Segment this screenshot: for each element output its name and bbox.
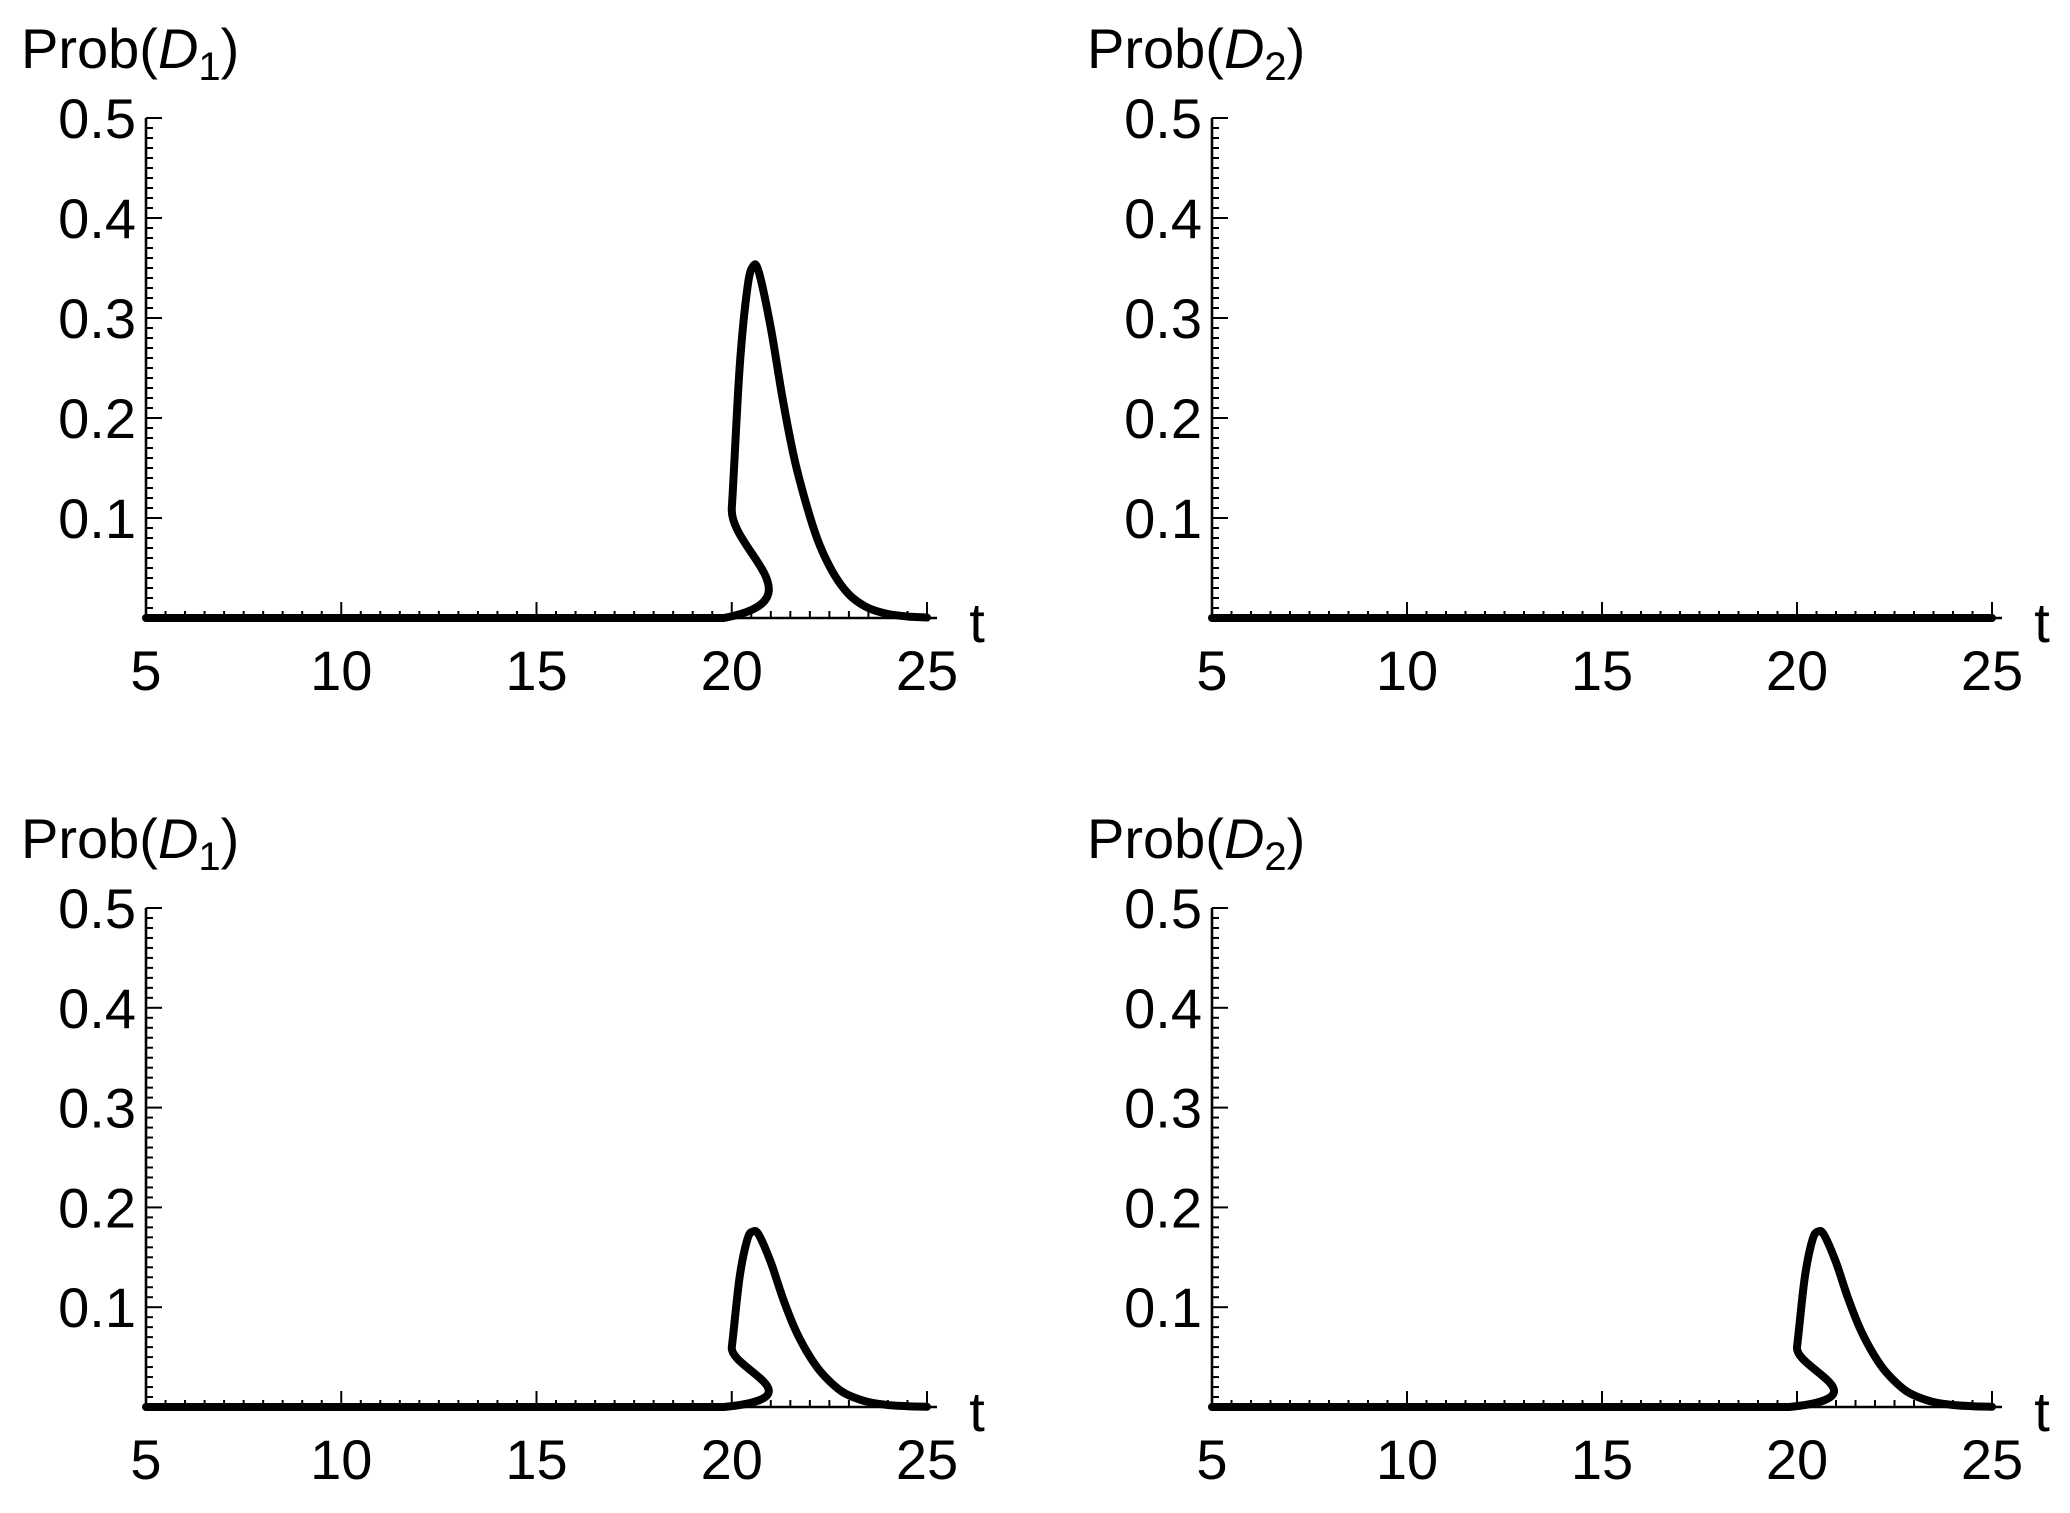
y-axis-label: Prob(D2) xyxy=(1087,807,1305,879)
x-tick-label: 25 xyxy=(896,639,958,702)
x-tick-label: 25 xyxy=(1961,1428,2023,1491)
x-tick-label: 10 xyxy=(1376,1428,1438,1491)
y-axis-label: Prob(D1) xyxy=(21,17,239,89)
series-line-1 xyxy=(142,1226,931,1412)
x-tick-label: 25 xyxy=(896,1428,958,1491)
x-tick-label: 10 xyxy=(310,1428,372,1491)
x-tick-label: 15 xyxy=(1571,639,1633,702)
y-tick-label: 0.5 xyxy=(58,87,136,150)
y-label-prefix: Prob( xyxy=(21,807,158,870)
y-tick-label: 0.1 xyxy=(1124,1276,1202,1339)
y-tick-label: 0.2 xyxy=(58,1176,136,1239)
y-tick-label: 0.2 xyxy=(1124,387,1202,450)
x-tick-label: 20 xyxy=(701,1428,763,1491)
y-tick-label: 0.4 xyxy=(58,977,136,1040)
series-line-1 xyxy=(142,260,931,623)
chart-panel-2: 5 10 15 20 25 0.1 0.2 0.3 0.4 0.5 t Prob(D2) xyxy=(1087,17,2050,702)
x-axis-label: t xyxy=(969,591,985,654)
y-tick-label: 0.3 xyxy=(1124,287,1202,350)
x-tick-label: 5 xyxy=(1196,1428,1227,1491)
y-label-suffix: ) xyxy=(221,807,240,870)
y-label-prefix: Prob( xyxy=(1087,17,1224,80)
y-label-suffix: ) xyxy=(1287,807,1306,870)
x-tick-label: 20 xyxy=(1766,1428,1828,1491)
y-label-subscript: 1 xyxy=(198,45,220,89)
chart-panel-1: 5 10 15 20 25 0.1 0.2 0.3 0.4 0.5 t Prob(D1) xyxy=(21,17,985,702)
y-tick-label: 0.3 xyxy=(1124,1077,1202,1140)
series-line-1 xyxy=(1208,1226,1996,1412)
y-label-var: D xyxy=(158,17,198,80)
x-axis-label: t xyxy=(2034,591,2050,654)
y-tick-label: 0.1 xyxy=(58,1276,136,1339)
y-tick-label: 0.3 xyxy=(58,287,136,350)
y-tick-label: 0.1 xyxy=(58,487,136,550)
x-tick-label: 5 xyxy=(130,1428,161,1491)
y-label-prefix: Prob( xyxy=(1087,807,1224,870)
x-axis-label: t xyxy=(969,1380,985,1443)
x-tick-label: 25 xyxy=(1961,639,2023,702)
x-tick-label: 10 xyxy=(1376,639,1438,702)
chart-panel-4: 5 10 15 20 25 0.1 0.2 0.3 0.4 0.5 t Prob(D2) xyxy=(1087,807,2050,1491)
y-label-suffix: ) xyxy=(221,17,240,80)
x-tick-label: 20 xyxy=(701,639,763,702)
y-tick-label: 0.2 xyxy=(58,387,136,450)
x-tick-label: 20 xyxy=(1766,639,1828,702)
y-label-suffix: ) xyxy=(1287,17,1306,80)
y-tick-label: 0.5 xyxy=(58,877,136,940)
y-label-subscript: 1 xyxy=(198,835,220,879)
y-tick-label: 0.5 xyxy=(1124,87,1202,150)
y-label-var: D xyxy=(1224,807,1264,870)
y-tick-label: 0.1 xyxy=(1124,487,1202,550)
x-tick-label: 15 xyxy=(505,1428,567,1491)
y-tick-label: 0.4 xyxy=(58,187,136,250)
x-tick-label: 15 xyxy=(505,639,567,702)
y-label-prefix: Prob( xyxy=(21,17,158,80)
y-tick-label: 0.5 xyxy=(1124,877,1202,940)
x-tick-label: 5 xyxy=(130,639,161,702)
y-label-var: D xyxy=(1224,17,1264,80)
y-label-var: D xyxy=(158,807,198,870)
y-label-subscript: 2 xyxy=(1264,45,1286,89)
chart-panel-3: 5 10 15 20 25 0.1 0.2 0.3 0.4 0.5 t Prob(D1) xyxy=(21,807,985,1491)
x-tick-label: 5 xyxy=(1196,639,1227,702)
x-axis-label: t xyxy=(2034,1380,2050,1443)
y-axis-label: Prob(D1) xyxy=(21,807,239,879)
x-tick-label: 10 xyxy=(310,639,372,702)
y-label-subscript: 2 xyxy=(1264,835,1286,879)
y-axis-label: Prob(D2) xyxy=(1087,17,1305,89)
y-tick-label: 0.3 xyxy=(58,1077,136,1140)
x-tick-label: 15 xyxy=(1571,1428,1633,1491)
y-tick-label: 0.4 xyxy=(1124,977,1202,1040)
y-tick-label: 0.4 xyxy=(1124,187,1202,250)
y-tick-label: 0.2 xyxy=(1124,1176,1202,1239)
